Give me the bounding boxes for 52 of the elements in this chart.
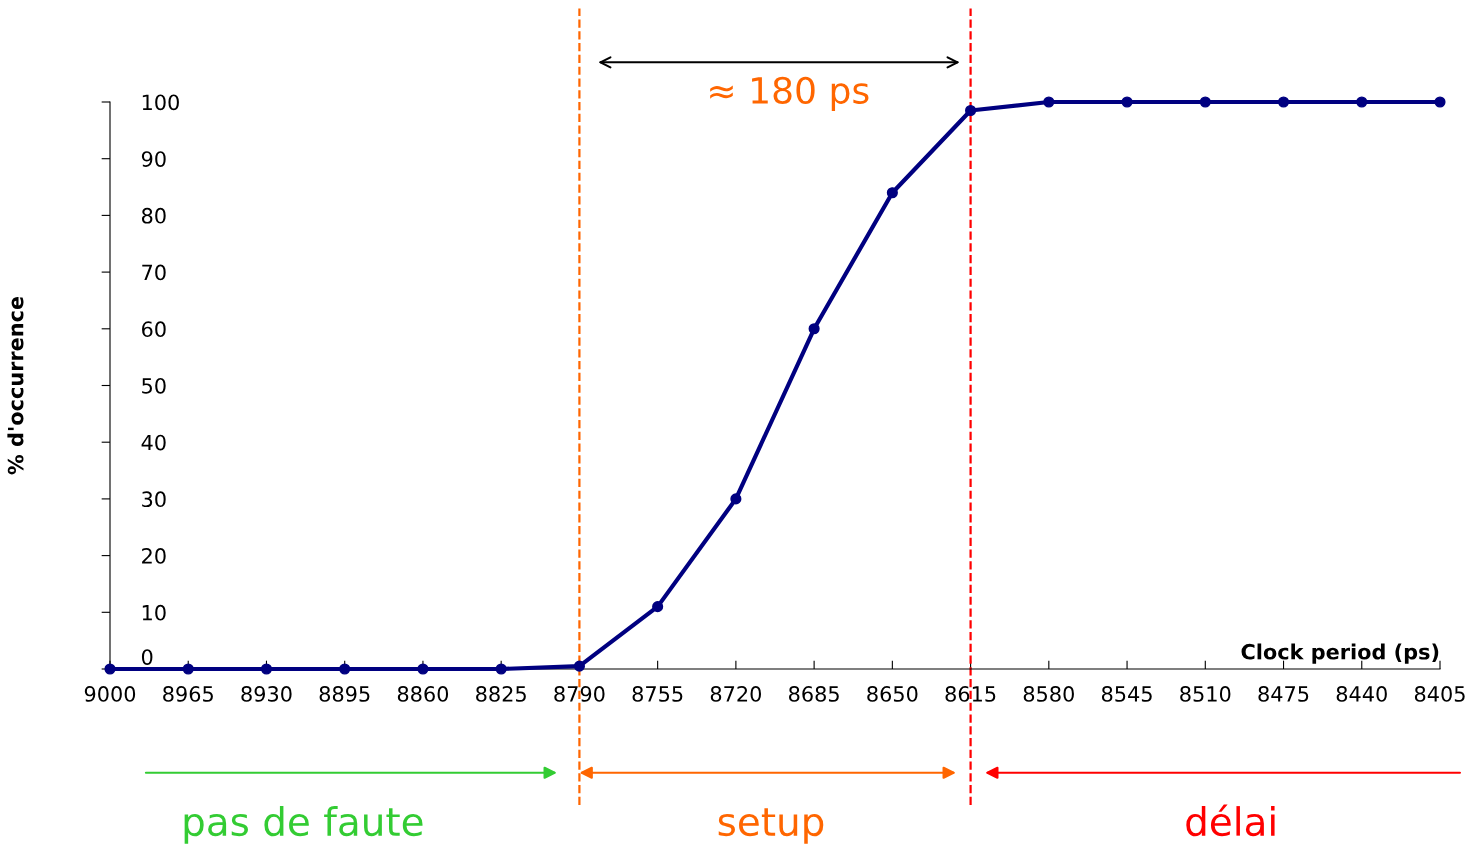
x-tick-label: 8440 xyxy=(1336,686,1387,702)
y-tick-label: 30 xyxy=(142,491,166,508)
x-tick-label: 8755 xyxy=(632,686,683,702)
point xyxy=(1043,96,1055,108)
point xyxy=(1356,96,1368,108)
point xyxy=(573,660,585,672)
annotation: ≈ 180 ps xyxy=(710,76,869,111)
y-tick-label: 90 xyxy=(141,151,166,167)
point xyxy=(417,663,429,675)
point xyxy=(808,323,820,335)
x-tick-label: 8615 xyxy=(945,686,996,702)
y-tick-label: 20 xyxy=(142,548,166,564)
point xyxy=(1434,96,1446,108)
point xyxy=(495,663,507,675)
point xyxy=(652,601,664,613)
x-tick-label: 8545 xyxy=(1101,686,1152,702)
x-tick-label: 8790 xyxy=(554,686,605,702)
point xyxy=(182,663,194,675)
x-tick-label: 8965 xyxy=(163,686,213,702)
y-tick-label: 10 xyxy=(142,604,166,621)
point xyxy=(965,104,977,117)
y-tick-label: 100 xyxy=(142,94,179,111)
text: pas de faute xyxy=(184,806,423,844)
x-tick-label: 8720 xyxy=(710,686,762,702)
x-tick-label: 8930 xyxy=(241,686,292,702)
y-tick-label: 70 xyxy=(142,264,166,281)
y-tick-label: 60 xyxy=(142,321,166,338)
x-tick-label: 9000 xyxy=(84,686,136,702)
x-axis-title: Clock period (ps) xyxy=(1241,643,1439,664)
point xyxy=(260,663,273,675)
x-tick-label: 8405 xyxy=(1414,686,1465,702)
x-tick-label: 8650 xyxy=(867,686,918,702)
x-tick-label: 8860 xyxy=(397,686,449,702)
y-axis-title: % d'occurrence xyxy=(7,296,24,475)
x-tick-label: 8580 xyxy=(1023,686,1074,702)
point xyxy=(339,663,351,675)
y-tick-label: 80 xyxy=(141,207,166,224)
x-tick-label: 8475 xyxy=(1258,686,1309,702)
text: délai xyxy=(1186,804,1275,837)
point xyxy=(1199,96,1211,108)
point xyxy=(730,493,742,505)
point xyxy=(886,187,898,199)
y-tick-label: 40 xyxy=(141,434,166,451)
x-tick-label: 8895 xyxy=(319,686,370,702)
text: setup xyxy=(718,808,824,844)
x-tick-label: 8685 xyxy=(789,686,839,702)
y-tick-label: 0 xyxy=(141,649,153,665)
point xyxy=(1121,96,1133,108)
x-tick-label: 8825 xyxy=(476,686,526,702)
y-tick-label: 50 xyxy=(142,377,166,394)
x-tick-label: 8510 xyxy=(1180,686,1231,702)
point xyxy=(1277,96,1290,108)
